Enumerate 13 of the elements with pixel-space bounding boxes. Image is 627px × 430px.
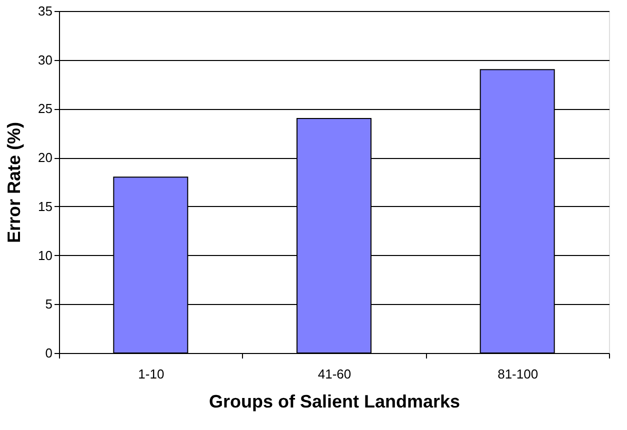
y-tick-label: 15 (38, 198, 52, 214)
x-tick-label: 1-10 (138, 366, 164, 382)
y-tick-label: 5 (45, 296, 52, 312)
y-tick-label: 35 (38, 4, 52, 18)
y-tick-label: 25 (38, 101, 52, 116)
x-axis-title: Groups of Salient Landmarks (208, 392, 460, 412)
y-tick-label: 20 (38, 150, 52, 166)
x-tick-label: 41-60 (318, 366, 352, 382)
y-tick-label: 30 (38, 52, 52, 68)
y-axis-title: Error Rate (%) (4, 122, 24, 244)
y-tick-label: 0 (45, 346, 52, 360)
x-tick-label: 81-100 (498, 366, 538, 382)
y-tick-label: 10 (38, 248, 52, 263)
